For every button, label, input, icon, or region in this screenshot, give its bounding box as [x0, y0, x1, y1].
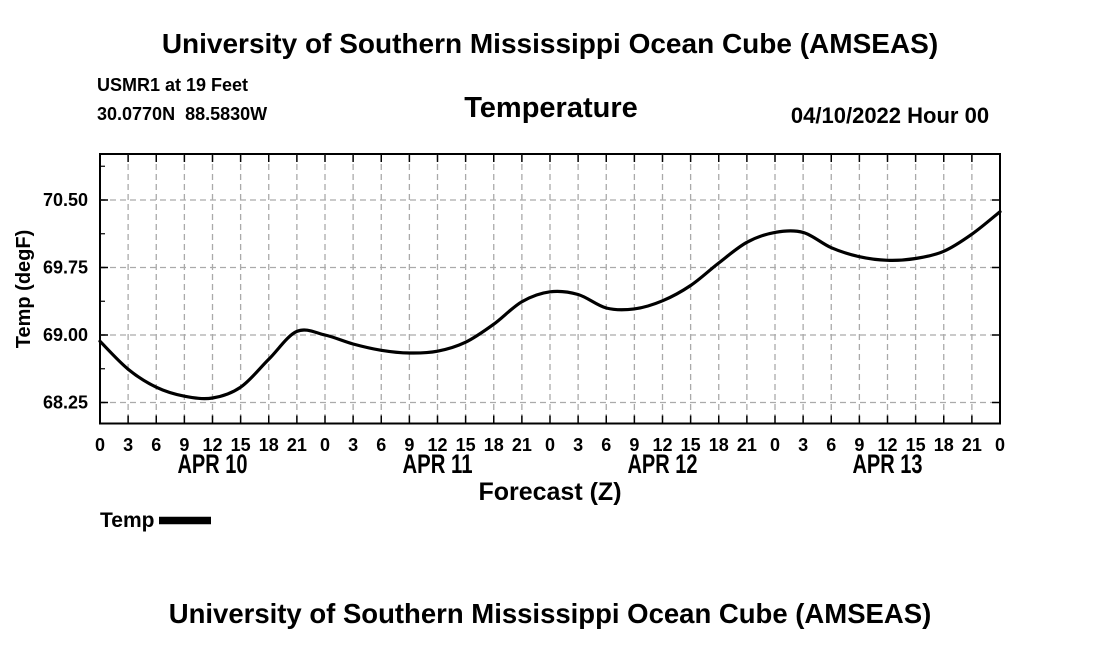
- svg-text:18: 18: [934, 435, 954, 455]
- svg-text:69.00: 69.00: [43, 325, 88, 345]
- svg-text:21: 21: [512, 435, 532, 455]
- svg-text:APR 10: APR 10: [178, 449, 248, 479]
- svg-text:3: 3: [798, 435, 808, 455]
- svg-text:6: 6: [376, 435, 386, 455]
- svg-text:Temp: Temp: [100, 509, 154, 532]
- svg-text:6: 6: [151, 435, 161, 455]
- svg-text:21: 21: [737, 435, 757, 455]
- svg-text:APR 11: APR 11: [403, 449, 473, 479]
- svg-text:3: 3: [573, 435, 583, 455]
- svg-text:18: 18: [484, 435, 504, 455]
- svg-text:6: 6: [601, 435, 611, 455]
- svg-text:70.50: 70.50: [43, 190, 88, 210]
- svg-text:0: 0: [95, 435, 105, 455]
- svg-text:APR 12: APR 12: [628, 449, 698, 479]
- svg-text:18: 18: [259, 435, 279, 455]
- svg-text:6: 6: [826, 435, 836, 455]
- svg-text:69.75: 69.75: [43, 258, 88, 278]
- svg-text:APR 13: APR 13: [853, 449, 923, 479]
- svg-text:21: 21: [962, 435, 982, 455]
- svg-text:18: 18: [709, 435, 729, 455]
- svg-text:0: 0: [320, 435, 330, 455]
- svg-text:Temp (degF): Temp (degF): [13, 230, 35, 349]
- svg-text:68.25: 68.25: [43, 393, 88, 413]
- svg-text:21: 21: [287, 435, 307, 455]
- svg-text:0: 0: [770, 435, 780, 455]
- svg-text:0: 0: [995, 435, 1005, 455]
- svg-text:Forecast (Z): Forecast (Z): [478, 478, 621, 506]
- svg-text:0: 0: [545, 435, 555, 455]
- svg-text:3: 3: [123, 435, 133, 455]
- svg-text:3: 3: [348, 435, 358, 455]
